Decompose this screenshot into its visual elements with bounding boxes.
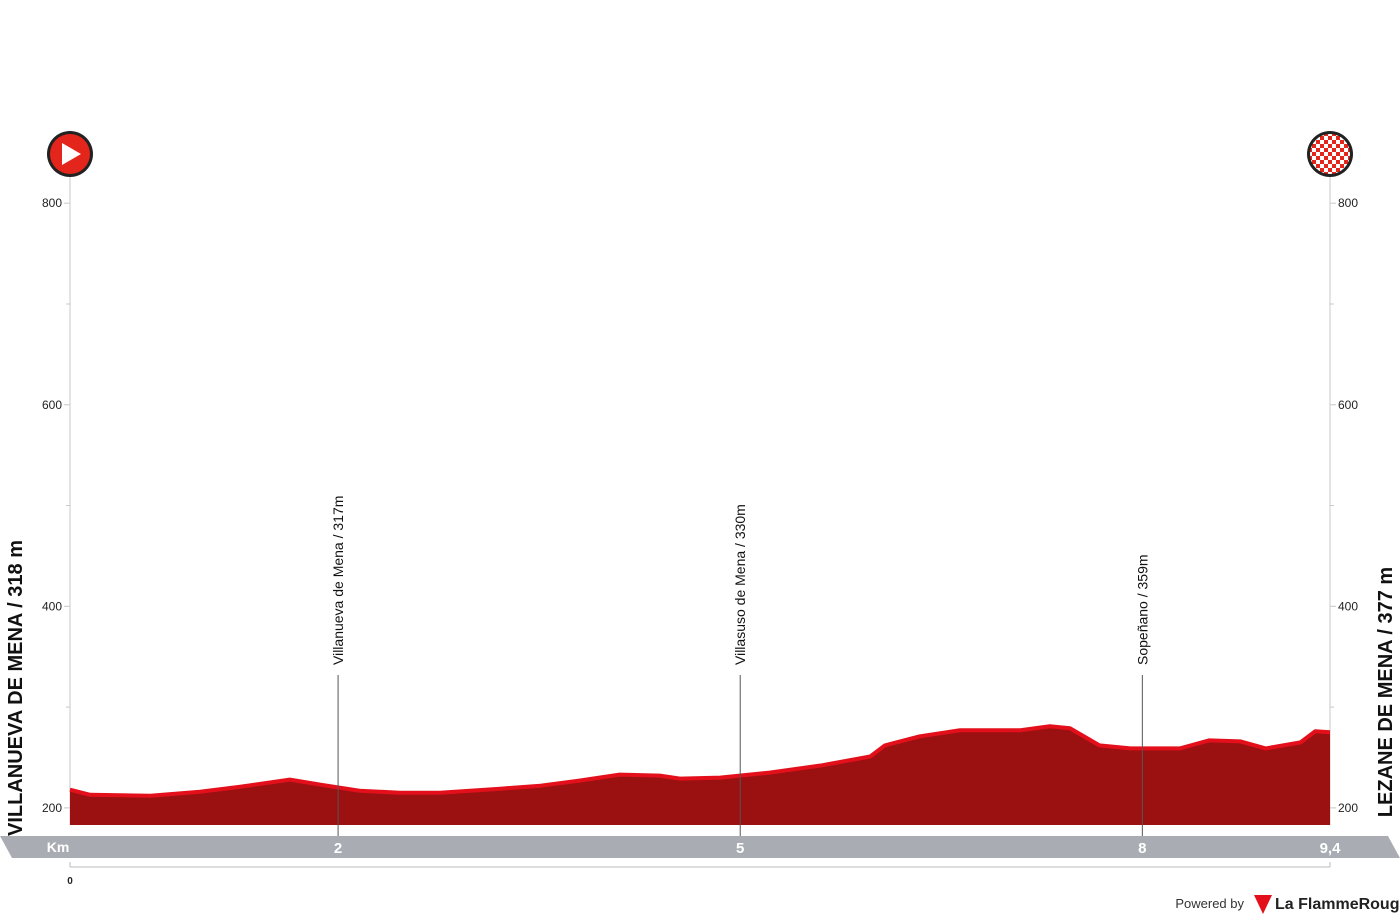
y-tick-label: 400: [42, 599, 62, 613]
elevation-edge: [69, 724, 1331, 798]
y-tick-label: 800: [1338, 196, 1358, 210]
y-tick-label: 600: [1338, 398, 1358, 412]
x-tick-label: 9,4: [1320, 840, 1342, 857]
waypoint-label: Villasuso de Mena / 330m: [732, 504, 748, 665]
waypoint-label: Villanueva de Mena / 317m: [330, 496, 346, 665]
finish-icon: [1307, 131, 1353, 177]
x-axis-band: [0, 836, 1400, 858]
elevation-area: [70, 726, 1330, 825]
y-tick-label: 800: [42, 196, 62, 210]
x-tick-label: 0: [67, 876, 73, 887]
waypoint-label: Sopeñano / 359m: [1134, 554, 1150, 665]
x-tick-label: 2: [334, 840, 342, 857]
brand-part: La Flamme: [1275, 896, 1359, 913]
brand-part: Rouge: [1359, 896, 1400, 913]
brand-logo: [1254, 895, 1272, 914]
start-icon: [47, 131, 93, 177]
y-tick-label: 200: [1338, 801, 1358, 815]
start-label: VILLANUEVA DE MENA / 318 m: [5, 540, 27, 836]
x-tick-label: 8: [1138, 840, 1146, 857]
y-tick-label: 400: [1338, 599, 1358, 613]
x-axis-label: Km: [47, 839, 70, 855]
y-tick-label: 600: [42, 398, 62, 412]
y-tick-label: 200: [42, 801, 62, 815]
x-tick-label: 5: [736, 840, 744, 857]
powered-by: Powered by: [1175, 896, 1244, 911]
plot: 200 200 400 400 600 600 800 800 Villanueva de Me…: [42, 175, 1358, 858]
finish-label: LEZANE DE MENA / 377 m: [1375, 567, 1397, 817]
brand-name: La FlammeRouge: [1275, 896, 1400, 913]
